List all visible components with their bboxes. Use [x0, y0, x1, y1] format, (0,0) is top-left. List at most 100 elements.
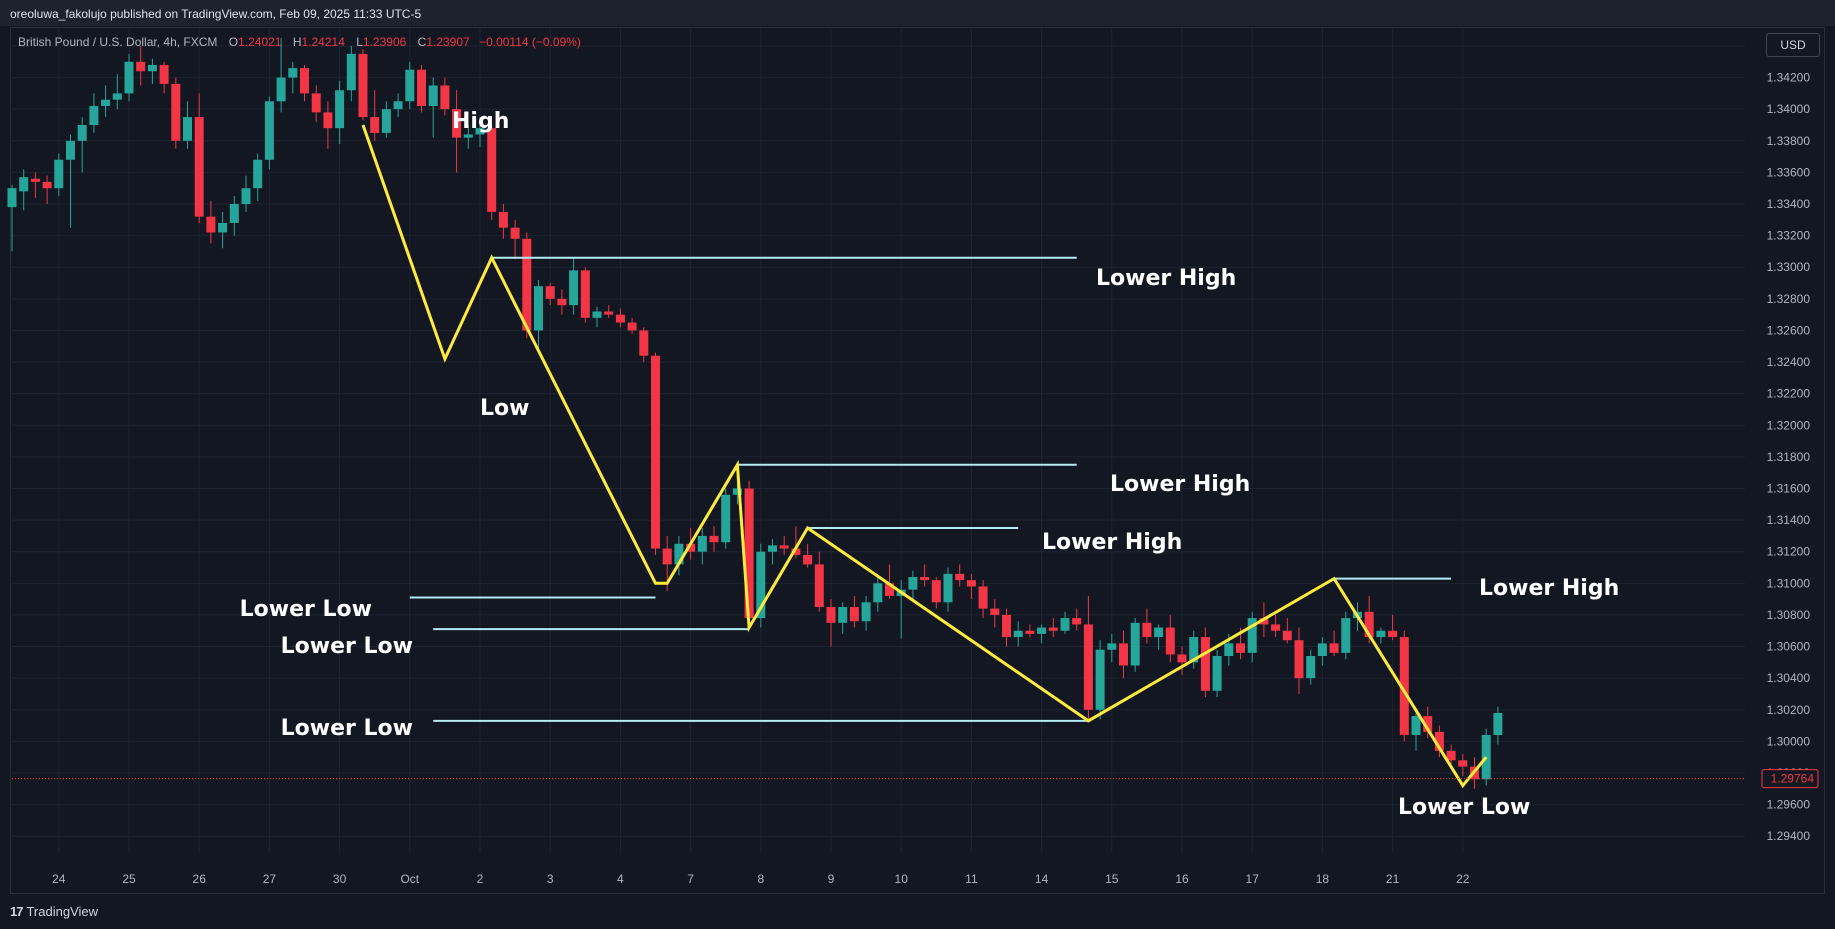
- candle-body[interactable]: [1341, 618, 1351, 653]
- candle-body[interactable]: [674, 543, 684, 565]
- candle-body[interactable]: [1317, 643, 1327, 657]
- candle-body[interactable]: [335, 90, 345, 129]
- candle-body[interactable]: [206, 216, 216, 233]
- tradingview-logo[interactable]: 17 TradingView: [10, 904, 98, 919]
- candle-body[interactable]: [1224, 643, 1234, 657]
- candle-body[interactable]: [1423, 716, 1433, 732]
- candle-body[interactable]: [77, 124, 87, 141]
- candle-body[interactable]: [697, 535, 707, 552]
- candle-body[interactable]: [89, 106, 99, 125]
- candle-body[interactable]: [920, 577, 930, 581]
- candle-body[interactable]: [346, 53, 356, 91]
- candle-body[interactable]: [405, 69, 415, 102]
- candle-body[interactable]: [709, 535, 719, 543]
- candle-body[interactable]: [159, 64, 169, 84]
- candle-body[interactable]: [931, 580, 941, 603]
- candle-body[interactable]: [124, 61, 134, 94]
- candle-body[interactable]: [311, 93, 321, 113]
- candle-body[interactable]: [42, 181, 52, 189]
- candle-body[interactable]: [1165, 627, 1175, 655]
- candle-body[interactable]: [1177, 654, 1187, 663]
- candle-body[interactable]: [1329, 643, 1339, 653]
- candle-body[interactable]: [1212, 656, 1222, 691]
- candle-body[interactable]: [370, 117, 380, 133]
- candle-body[interactable]: [1107, 643, 1117, 650]
- candle-body[interactable]: [592, 311, 602, 318]
- candle-body[interactable]: [1388, 630, 1398, 638]
- candle-body[interactable]: [1458, 760, 1468, 767]
- candle-body[interactable]: [1037, 627, 1047, 634]
- candle-body[interactable]: [686, 543, 696, 552]
- candle-body[interactable]: [1493, 712, 1503, 736]
- candle-body[interactable]: [779, 545, 789, 549]
- candle-body[interactable]: [1200, 637, 1210, 691]
- candle-body[interactable]: [475, 128, 485, 135]
- candle-body[interactable]: [381, 109, 391, 133]
- candle-body[interactable]: [1013, 630, 1023, 638]
- candle-body[interactable]: [7, 188, 17, 208]
- candle-body[interactable]: [54, 159, 64, 189]
- candle-body[interactable]: [838, 607, 848, 623]
- candle-body[interactable]: [147, 64, 157, 72]
- chart-pane[interactable]: [10, 27, 1825, 894]
- candle-body[interactable]: [19, 177, 29, 192]
- candle-body[interactable]: [101, 99, 111, 107]
- candle-body[interactable]: [463, 134, 473, 138]
- candle-body[interactable]: [849, 607, 859, 622]
- candle-body[interactable]: [826, 607, 836, 623]
- candle-body[interactable]: [112, 93, 122, 100]
- candle-body[interactable]: [1119, 643, 1128, 666]
- candle-body[interactable]: [651, 355, 660, 549]
- candle-body[interactable]: [814, 564, 824, 608]
- zigzag-line[interactable]: [361, 124, 1488, 789]
- candle-body[interactable]: [1048, 627, 1058, 631]
- candle-body[interactable]: [1259, 618, 1269, 625]
- candle-body[interactable]: [136, 61, 146, 72]
- candle-body[interactable]: [639, 330, 649, 356]
- candle-body[interactable]: [732, 488, 742, 495]
- candle-body[interactable]: [1434, 731, 1444, 751]
- candle-body[interactable]: [1399, 637, 1409, 736]
- candle-body[interactable]: [253, 159, 263, 189]
- candle-body[interactable]: [557, 298, 567, 306]
- candle-body[interactable]: [30, 178, 40, 182]
- candle-body[interactable]: [943, 573, 953, 603]
- candle-body[interactable]: [1189, 637, 1199, 663]
- candle-body[interactable]: [885, 583, 894, 596]
- currency-button[interactable]: USD: [1766, 33, 1820, 57]
- candle-body[interactable]: [1060, 618, 1070, 631]
- candle-body[interactable]: [1025, 630, 1035, 634]
- candle-body[interactable]: [569, 270, 579, 306]
- candle-body[interactable]: [1154, 627, 1164, 638]
- candle-body[interactable]: [861, 602, 871, 622]
- candle-body[interactable]: [1376, 630, 1386, 638]
- candle-body[interactable]: [218, 222, 228, 233]
- candle-body[interactable]: [756, 551, 766, 619]
- candle-body[interactable]: [908, 577, 918, 590]
- candle-body[interactable]: [1282, 630, 1292, 641]
- candle-body[interactable]: [487, 128, 497, 212]
- candle-body[interactable]: [615, 314, 625, 323]
- candle-body[interactable]: [510, 227, 520, 239]
- candle-body[interactable]: [288, 68, 298, 78]
- candle-body[interactable]: [393, 101, 403, 110]
- candle-body[interactable]: [803, 554, 813, 565]
- candle-body[interactable]: [1294, 640, 1304, 679]
- candle-body[interactable]: [1142, 622, 1152, 638]
- candle-body[interactable]: [183, 117, 192, 141]
- candle-body[interactable]: [264, 101, 274, 160]
- candle-body[interactable]: [440, 85, 450, 110]
- candle-body[interactable]: [171, 83, 181, 141]
- candle-body[interactable]: [580, 270, 590, 318]
- candle-body[interactable]: [627, 322, 637, 331]
- candle-body[interactable]: [1130, 622, 1140, 666]
- candle-body[interactable]: [1271, 624, 1281, 631]
- candle-body[interactable]: [1481, 735, 1491, 780]
- candle-body[interactable]: [955, 573, 965, 581]
- candle-body[interactable]: [1236, 643, 1245, 653]
- candle-body[interactable]: [452, 109, 462, 138]
- candle-body[interactable]: [241, 188, 251, 205]
- candle-body[interactable]: [604, 311, 614, 315]
- candle-body[interactable]: [323, 112, 333, 129]
